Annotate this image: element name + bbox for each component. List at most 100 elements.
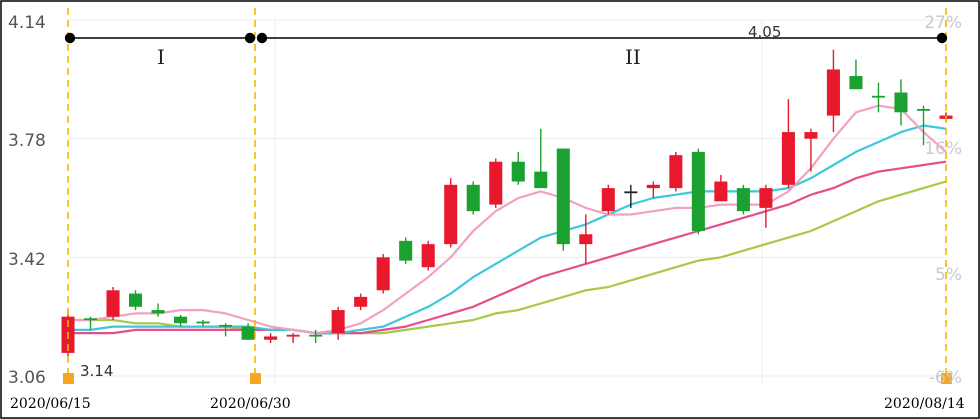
candle-10 [286, 333, 300, 344]
candle-15 [399, 237, 413, 264]
candle-body-22 [556, 148, 570, 245]
y-tick-left-3: 3.06 [8, 368, 46, 388]
candle-25 [624, 184, 638, 208]
annotation-overlay [63, 8, 952, 384]
phase-bracket-2-start-dot [256, 32, 268, 44]
candle-5 [174, 315, 188, 327]
candle-16 [421, 240, 435, 271]
candle-body-19 [489, 161, 503, 205]
candle-17 [444, 178, 458, 248]
candle-38 [916, 105, 931, 146]
candle-body-27 [669, 155, 683, 189]
candle-33 [804, 128, 818, 172]
y-tick-left-1: 3.78 [8, 131, 46, 151]
candle-body-30 [736, 188, 750, 212]
date-marker-0 [63, 373, 74, 384]
candle-11 [309, 329, 323, 344]
candle-36 [871, 82, 885, 113]
candle-9 [264, 333, 278, 344]
candle-30 [736, 184, 750, 215]
x-label-end: 2020/08/14 [884, 396, 965, 412]
candle-body-1 [83, 318, 98, 321]
candle-body-18 [466, 184, 480, 212]
candle-body-33 [804, 132, 818, 139]
date-marker-2 [941, 373, 952, 384]
candle-7 [219, 323, 233, 337]
y-tick-left-0: 4.14 [8, 13, 46, 33]
candle-body-32 [781, 132, 795, 185]
candle-27 [669, 151, 683, 192]
y-tick-right-0: 27% [924, 13, 962, 33]
candle-6 [196, 319, 210, 327]
phase-bracket-2-end-dot [936, 32, 948, 44]
candle-8 [241, 323, 255, 340]
candle-23 [579, 214, 593, 264]
ma5-line [68, 104, 947, 335]
candle-body-24 [601, 188, 615, 212]
candle-body-9 [264, 336, 278, 340]
date-marker-1 [250, 373, 261, 384]
candle-body-20 [511, 161, 525, 182]
candle-body-29 [714, 181, 728, 202]
candle-body-38 [916, 109, 931, 111]
candle-3 [129, 290, 143, 311]
candle-31 [759, 184, 773, 228]
candle-body-25 [624, 191, 638, 194]
ma20-line [68, 160, 947, 335]
phase-label-1: I [157, 45, 165, 69]
candle-body-3 [129, 293, 143, 307]
y-tick-left-2: 3.42 [8, 250, 46, 270]
candle-4 [151, 303, 165, 317]
candle-body-16 [421, 244, 435, 268]
x-label-start: 2020/06/15 [10, 396, 91, 412]
candle-body-4 [151, 310, 165, 314]
candle-28 [691, 148, 705, 235]
candle-24 [601, 184, 615, 215]
candle-body-11 [309, 334, 323, 337]
ma10-line [68, 124, 947, 335]
candle-body-13 [354, 296, 368, 307]
candle-26 [646, 181, 660, 198]
candle-body-2 [106, 290, 120, 317]
candle-body-28 [691, 151, 705, 231]
high-price-label: 4.05 [748, 23, 781, 41]
candle-body-10 [286, 334, 300, 337]
phase-bracket-1-end-dot [244, 32, 256, 44]
phase-bracket-1-start-dot [64, 32, 76, 44]
phase-label-2: II [625, 45, 641, 69]
candle-13 [354, 293, 368, 311]
candle-body-6 [196, 321, 210, 324]
candle-19 [489, 158, 503, 208]
candle-body-26 [646, 184, 660, 189]
candle-body-7 [219, 324, 233, 327]
candle-body-21 [534, 171, 548, 189]
candle-35 [849, 59, 863, 90]
candle-20 [511, 151, 525, 185]
candle-body-14 [376, 257, 390, 291]
candle-body-17 [444, 184, 458, 245]
candle-32 [781, 99, 795, 189]
candle-22 [556, 148, 570, 251]
candle-12 [331, 306, 345, 340]
y-tick-right-2: 5% [935, 265, 962, 285]
y-tick-right-3: -6% [929, 368, 962, 388]
candle-body-34 [826, 69, 840, 116]
candle-body-12 [331, 310, 345, 334]
candle-34 [826, 49, 840, 133]
candle-body-8 [241, 326, 255, 340]
candle-body-15 [399, 240, 413, 261]
candle-2 [106, 287, 120, 320]
y-tick-right-1: 16% [924, 139, 962, 159]
candle-body-36 [871, 95, 885, 98]
x-label-mid: 2020/06/30 [210, 396, 291, 412]
candle-body-5 [174, 316, 188, 324]
candle-21 [534, 128, 548, 189]
candle-37 [894, 79, 908, 126]
moving-average-lines [68, 104, 947, 335]
candle-body-35 [849, 76, 863, 90]
candle-29 [714, 174, 728, 202]
candle-body-23 [579, 234, 593, 245]
